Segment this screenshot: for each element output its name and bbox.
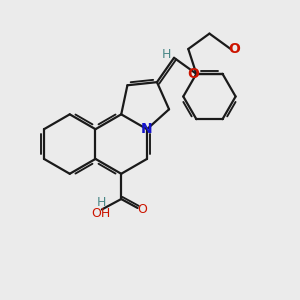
Text: O: O <box>187 67 199 81</box>
Text: O: O <box>138 203 148 216</box>
Text: N: N <box>141 122 153 136</box>
Text: O: O <box>228 42 240 56</box>
Text: H: H <box>97 196 106 208</box>
Text: OH: OH <box>91 207 110 220</box>
Text: H: H <box>162 48 171 61</box>
